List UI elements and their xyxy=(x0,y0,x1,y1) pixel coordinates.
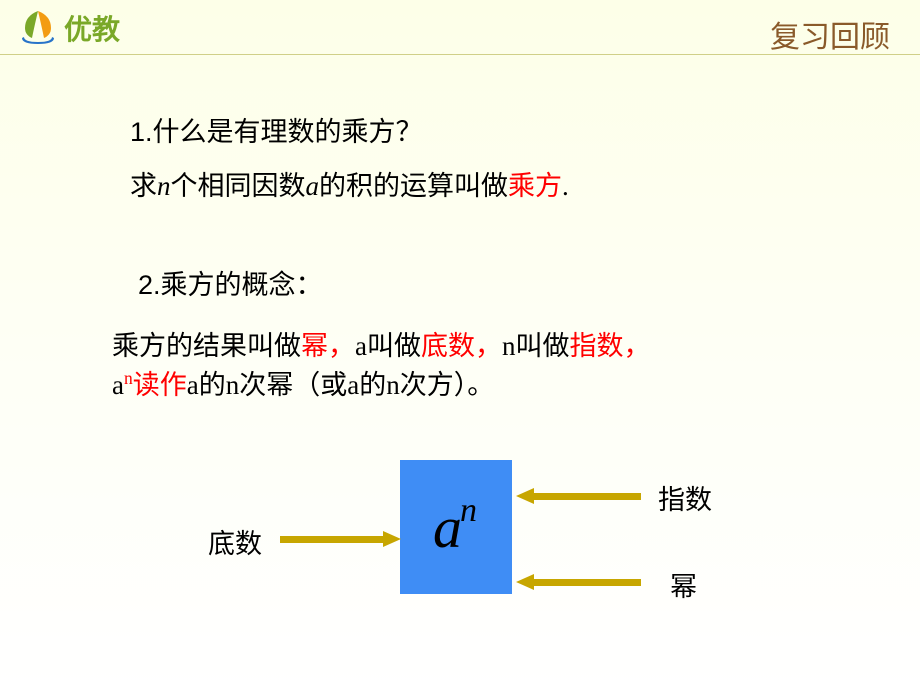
q2-t1: 乘方的结果叫做 xyxy=(112,331,301,361)
q1-text-pre: 求 xyxy=(130,171,157,201)
formula-base: a xyxy=(433,495,462,560)
q1-var-a: a xyxy=(306,171,320,201)
q2-k1: 幂， xyxy=(301,331,355,361)
q2-t5: a的n次幂（或a的n次方）。 xyxy=(187,370,494,400)
q2-t4a: a xyxy=(112,370,124,400)
label-base: 底数 xyxy=(208,522,262,561)
label-power: 幂 xyxy=(670,565,697,604)
q2-t4sup: n xyxy=(124,368,133,388)
q1-var-n: n xyxy=(157,171,171,201)
q1-text-mid1: 个相同因数 xyxy=(171,171,306,201)
arrow-base-head xyxy=(383,531,401,547)
arrow-exp-head xyxy=(516,488,534,504)
q1-text-mid2: 的积的运算叫做 xyxy=(319,171,508,201)
q2-k4: 读作 xyxy=(133,370,187,400)
q2-t2: a叫做 xyxy=(355,331,421,361)
brand-text: 优教 xyxy=(64,8,120,48)
question-2-answer: 乘方的结果叫做幂，a叫做底数，n叫做指数， an读作a的n次幂（或a的n次方）。 xyxy=(112,327,805,405)
q1-keyword: 乘方 xyxy=(508,171,562,201)
q2-k2: 底数， xyxy=(421,331,502,361)
label-exponent: 指数 xyxy=(658,478,712,517)
formula-box: an xyxy=(400,460,512,594)
arrow-base-line xyxy=(280,536,385,543)
slide-header: 优教 复习回顾 xyxy=(0,0,920,55)
arrow-exp-line xyxy=(533,493,641,500)
question-2-title: 2.乘方的概念： xyxy=(138,263,805,302)
logo-area: 优教 xyxy=(18,8,120,48)
formula: an xyxy=(433,494,479,561)
slide-content: 1.什么是有理数的乘方？ 求n个相同因数a的积的运算叫做乘方. 2.乘方的概念：… xyxy=(0,55,920,405)
question-1-title: 1.什么是有理数的乘方？ xyxy=(130,110,805,149)
arrow-power-line xyxy=(533,579,641,586)
q2-t3: n叫做 xyxy=(502,331,570,361)
arrow-power-head xyxy=(516,574,534,590)
formula-exponent: n xyxy=(460,492,477,529)
question-1-answer: 求n个相同因数a的积的运算叫做乘方. xyxy=(130,164,805,203)
brand-logo-icon xyxy=(18,8,58,48)
q1-text-post: . xyxy=(562,171,569,201)
q2-k3: 指数， xyxy=(569,331,650,361)
power-diagram: an 底数 指数 幂 xyxy=(0,460,920,660)
slide-title: 复习回顾 xyxy=(770,12,890,56)
